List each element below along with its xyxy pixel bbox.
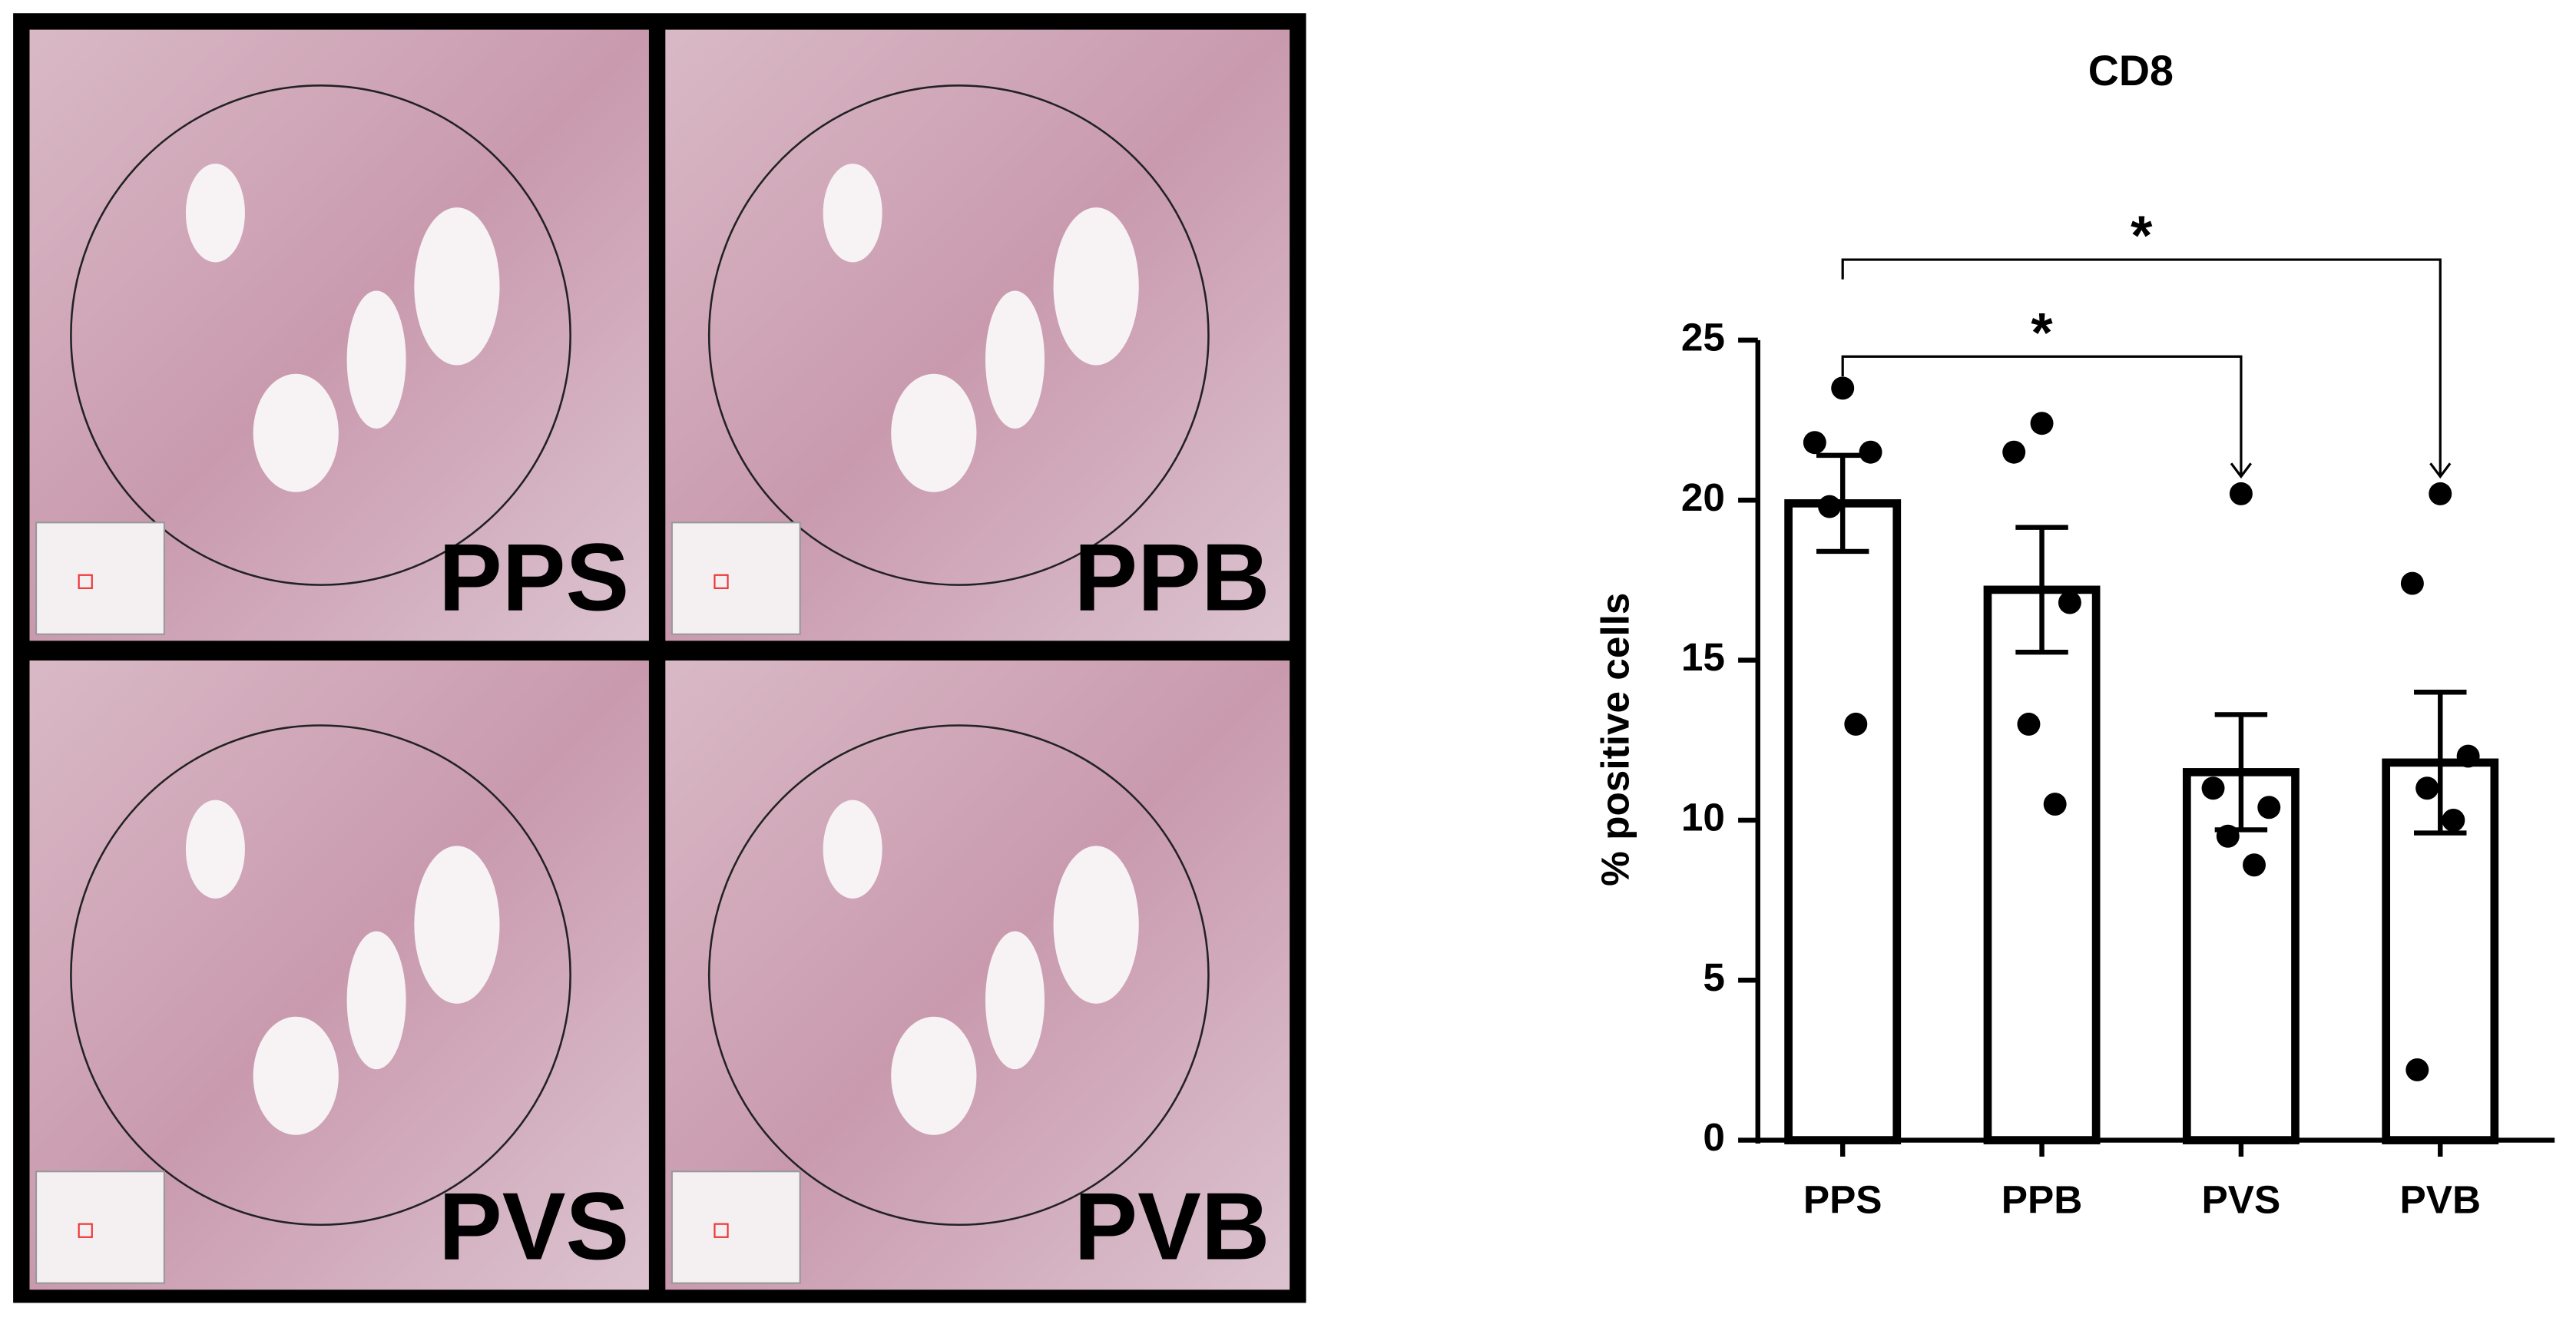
vessel-lumen <box>1053 207 1139 366</box>
vessel-lumen <box>823 800 882 899</box>
vessel-lumen <box>346 931 406 1070</box>
roi-circle <box>707 724 1210 1227</box>
data-point <box>2243 853 2266 877</box>
panel-label: PPS <box>439 525 629 631</box>
y-tick-label: 5 <box>1703 955 1725 999</box>
y-tick-label: 10 <box>1681 795 1725 839</box>
data-point <box>2017 712 2041 736</box>
data-point <box>2405 1058 2429 1081</box>
panel-label: PPB <box>1074 525 1270 631</box>
thumbnail-marker <box>78 1223 93 1238</box>
data-point <box>1844 712 1868 736</box>
vessel-lumen <box>185 800 245 899</box>
thumbnail-marker <box>78 574 93 589</box>
data-point <box>1831 376 1855 400</box>
significance-label: * <box>2031 302 2053 364</box>
x-tick-label: PPB <box>2002 1177 2083 1221</box>
significance-label: * <box>2131 205 2153 267</box>
thumbnail <box>35 1170 165 1284</box>
roi-circle <box>70 724 571 1227</box>
roi-circle <box>707 84 1210 586</box>
vessel-lumen <box>346 290 406 429</box>
error-bar <box>2414 690 2467 836</box>
data-point <box>2442 808 2465 832</box>
error-bar <box>2015 525 2068 655</box>
data-point <box>2456 744 2480 768</box>
vessel-lumen <box>414 207 500 366</box>
data-point <box>1803 431 1826 455</box>
x-tick-label: PVB <box>2399 1177 2481 1221</box>
thumbnail-marker <box>714 574 729 589</box>
bracket-arrow <box>2230 462 2253 479</box>
bracket-arrow <box>2429 462 2452 479</box>
thumbnail <box>670 521 801 635</box>
roi-circle <box>70 84 571 586</box>
data-point <box>2415 776 2439 800</box>
y-tick-label: 0 <box>1703 1115 1725 1159</box>
y-tick-label: 25 <box>1681 315 1725 359</box>
panel-label: PVS <box>439 1174 629 1280</box>
data-point <box>2429 482 2452 505</box>
bar <box>1784 499 1902 1144</box>
vessel-lumen <box>253 1016 339 1135</box>
vessel-lumen <box>823 164 882 263</box>
data-point <box>1859 440 1882 464</box>
thumbnail <box>670 1170 801 1284</box>
thumbnail-marker <box>714 1223 729 1238</box>
data-point <box>2030 412 2054 435</box>
data-point <box>2216 824 2240 848</box>
vessel-lumen <box>891 373 977 492</box>
vessel-lumen <box>414 846 500 1004</box>
data-point <box>2201 776 2225 800</box>
y-axis-label: % positive cells <box>1594 593 1637 886</box>
x-tick-label: PVS <box>2202 1177 2281 1221</box>
vessel-lumen <box>985 290 1045 429</box>
data-point <box>2229 482 2253 505</box>
panel-label: PVB <box>1074 1174 1270 1280</box>
vessel-lumen <box>185 164 245 263</box>
data-point <box>2058 591 2081 614</box>
vessel-lumen <box>1053 846 1139 1004</box>
data-point <box>2043 793 2067 816</box>
data-point <box>1818 495 1842 518</box>
data-point <box>2400 571 2424 595</box>
data-point <box>2002 440 2026 464</box>
data-point <box>2257 796 2281 819</box>
y-tick-label: 15 <box>1681 635 1725 679</box>
significance-bracket <box>1841 355 2243 477</box>
x-tick-label: PPS <box>1803 1177 1882 1221</box>
thumbnail <box>35 521 165 635</box>
chart-title: CD8 <box>2088 47 2174 94</box>
bar <box>2182 768 2300 1144</box>
vessel-lumen <box>891 1016 977 1135</box>
significance-bracket <box>1841 258 2442 477</box>
histology-panels: PPS PPB PVS PVB <box>13 13 1306 1303</box>
y-tick-label: 20 <box>1681 475 1725 519</box>
bar <box>1983 585 2101 1144</box>
vessel-lumen <box>985 931 1045 1070</box>
vessel-lumen <box>253 373 339 492</box>
